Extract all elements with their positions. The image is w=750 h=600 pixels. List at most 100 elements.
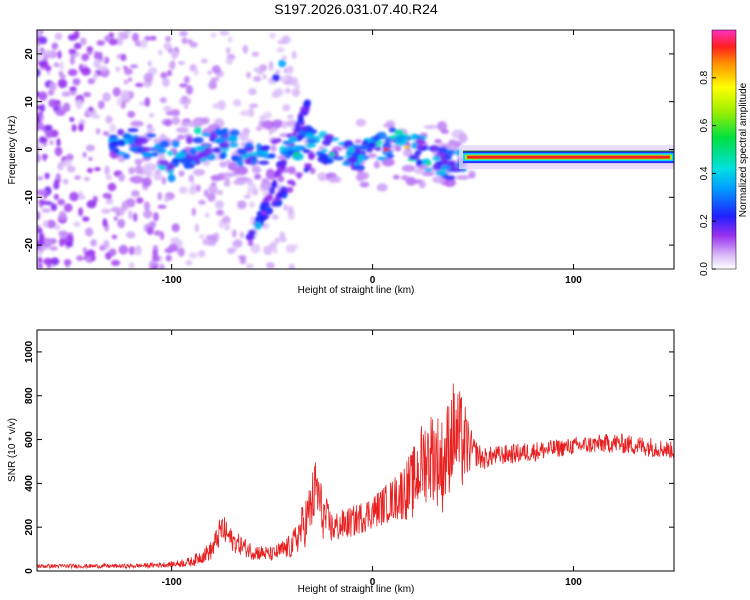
spectrogram-blob [194, 146, 204, 152]
spectrogram-blob [48, 99, 58, 108]
spectrogram-blob [165, 111, 174, 116]
spectrogram-blob [222, 172, 235, 178]
spectrogram-blob [192, 119, 204, 128]
spectrogram-blob [111, 234, 118, 240]
spectrogram-blob [223, 179, 231, 187]
spectrogram-blob [343, 140, 354, 148]
snr-series-line [37, 383, 674, 570]
snr-y-tick-label: 0 [24, 568, 35, 574]
spectrogram-blob [273, 88, 284, 97]
spectrogram-blob [268, 153, 276, 159]
spectrogram-blob [212, 103, 220, 109]
spectrogram-blob [85, 144, 95, 152]
spectrogram-blob [244, 158, 253, 165]
spectrogram-blob [215, 209, 225, 216]
spectrogram-blob [120, 89, 130, 100]
spectrogram-blob [278, 59, 287, 68]
spectrogram-blob [227, 36, 233, 43]
spectrogram-blob [164, 195, 170, 203]
spectrogram-blob [146, 226, 154, 236]
spectrogram-blob [210, 77, 220, 82]
spectrogram-blob [87, 51, 93, 56]
spectrogram-blob [152, 265, 158, 269]
spectrogram-blob [354, 164, 366, 171]
spectrogram-blob [225, 57, 234, 65]
spectrogram-blob [291, 50, 297, 59]
spectrogram-blob [402, 137, 409, 143]
spectrogram-blob [268, 187, 275, 195]
spectrogram-blob [280, 150, 290, 156]
spectrogram-blob [105, 199, 114, 205]
spectrogram-blob [332, 156, 345, 161]
spectrogram-blob [130, 175, 144, 184]
spectrogram-blob [136, 197, 144, 204]
spectrogram-blob [242, 44, 249, 54]
snr-y-tick-label: 200 [24, 518, 35, 535]
spectrogram-blob [306, 138, 318, 144]
spectrogram-blob [69, 55, 75, 66]
colorbar-tick-label: 0.8 [699, 70, 710, 84]
spectrogram-blob [376, 156, 388, 161]
spectrogram-blob [93, 59, 101, 68]
spectrogram-blob [247, 151, 259, 157]
spectrogram-blob [167, 69, 172, 77]
spectrogram-blob [50, 257, 60, 266]
spectrogram-y-tick-label: 0 [24, 146, 35, 152]
spectrogram-blob [37, 115, 41, 124]
spectrogram-blob [42, 153, 47, 162]
spectrogram-blob [78, 63, 84, 72]
spectrogram-blob [142, 152, 153, 158]
spectrogram-x-tick-label: -100 [162, 275, 182, 286]
spectrogram-blob [384, 136, 392, 144]
spectrogram-blob [257, 69, 264, 75]
spectrogram-blob [82, 216, 90, 222]
spectrogram-blob [37, 47, 41, 53]
spectrogram-blob [62, 159, 73, 167]
spectrogram-blob [118, 244, 129, 255]
spectrogram-blob [37, 224, 41, 230]
spectrogram-blob [39, 104, 46, 112]
spectrogram-blob [305, 142, 317, 148]
spectrogram-blob [116, 97, 122, 106]
spectrogram-blob [78, 123, 84, 132]
spectrogram-blob [102, 208, 109, 214]
spectrogram-blob [118, 173, 126, 182]
spectrogram-blob [57, 50, 62, 60]
spectrogram-blob [105, 115, 113, 124]
colorbar-tick-label: 0.2 [699, 214, 710, 228]
spectrogram-blob [128, 166, 135, 175]
spectrogram-blob [132, 212, 138, 222]
spectrogram-blob [53, 224, 61, 231]
spectrogram-blob [82, 151, 87, 158]
spectrogram-blob [107, 182, 117, 192]
spectrogram-blob [193, 67, 199, 76]
spectrogram-blob [49, 246, 58, 251]
spectrogram-blob [37, 176, 44, 181]
spectrogram-blob [414, 150, 422, 156]
spectrogram-blob [293, 152, 300, 157]
spectrogram-blob [296, 126, 309, 131]
spectrogram-blob [283, 80, 293, 86]
spectrogram-blob [180, 157, 192, 165]
spectrogram-blob [226, 136, 237, 141]
spectrogram-blob [211, 65, 221, 74]
colorbar-label: Normalized spectral amplitude [738, 82, 749, 217]
spectrogram-x-label: Height of straight line (km) [298, 285, 415, 296]
spectrogram-blob [274, 69, 281, 75]
spectrogram-blob [319, 153, 330, 161]
spectrogram-blob [207, 192, 216, 202]
spectrogram-blob [58, 71, 64, 76]
spectrogram-blob [367, 141, 376, 149]
spectrogram-blob [193, 168, 206, 176]
spectrogram-blob [66, 153, 74, 161]
spectrogram-blob [281, 55, 288, 60]
spectrogram-blob [66, 165, 76, 173]
spectrogram-blob [440, 158, 448, 166]
spectrogram-blob [362, 139, 369, 145]
spectrogram-blob [263, 111, 272, 119]
spectrogram-blob [177, 247, 185, 257]
spectrogram-blob [87, 167, 93, 174]
spectrogram-blob [98, 65, 108, 71]
snr-x-ticks: -100 0 100 [162, 330, 582, 588]
